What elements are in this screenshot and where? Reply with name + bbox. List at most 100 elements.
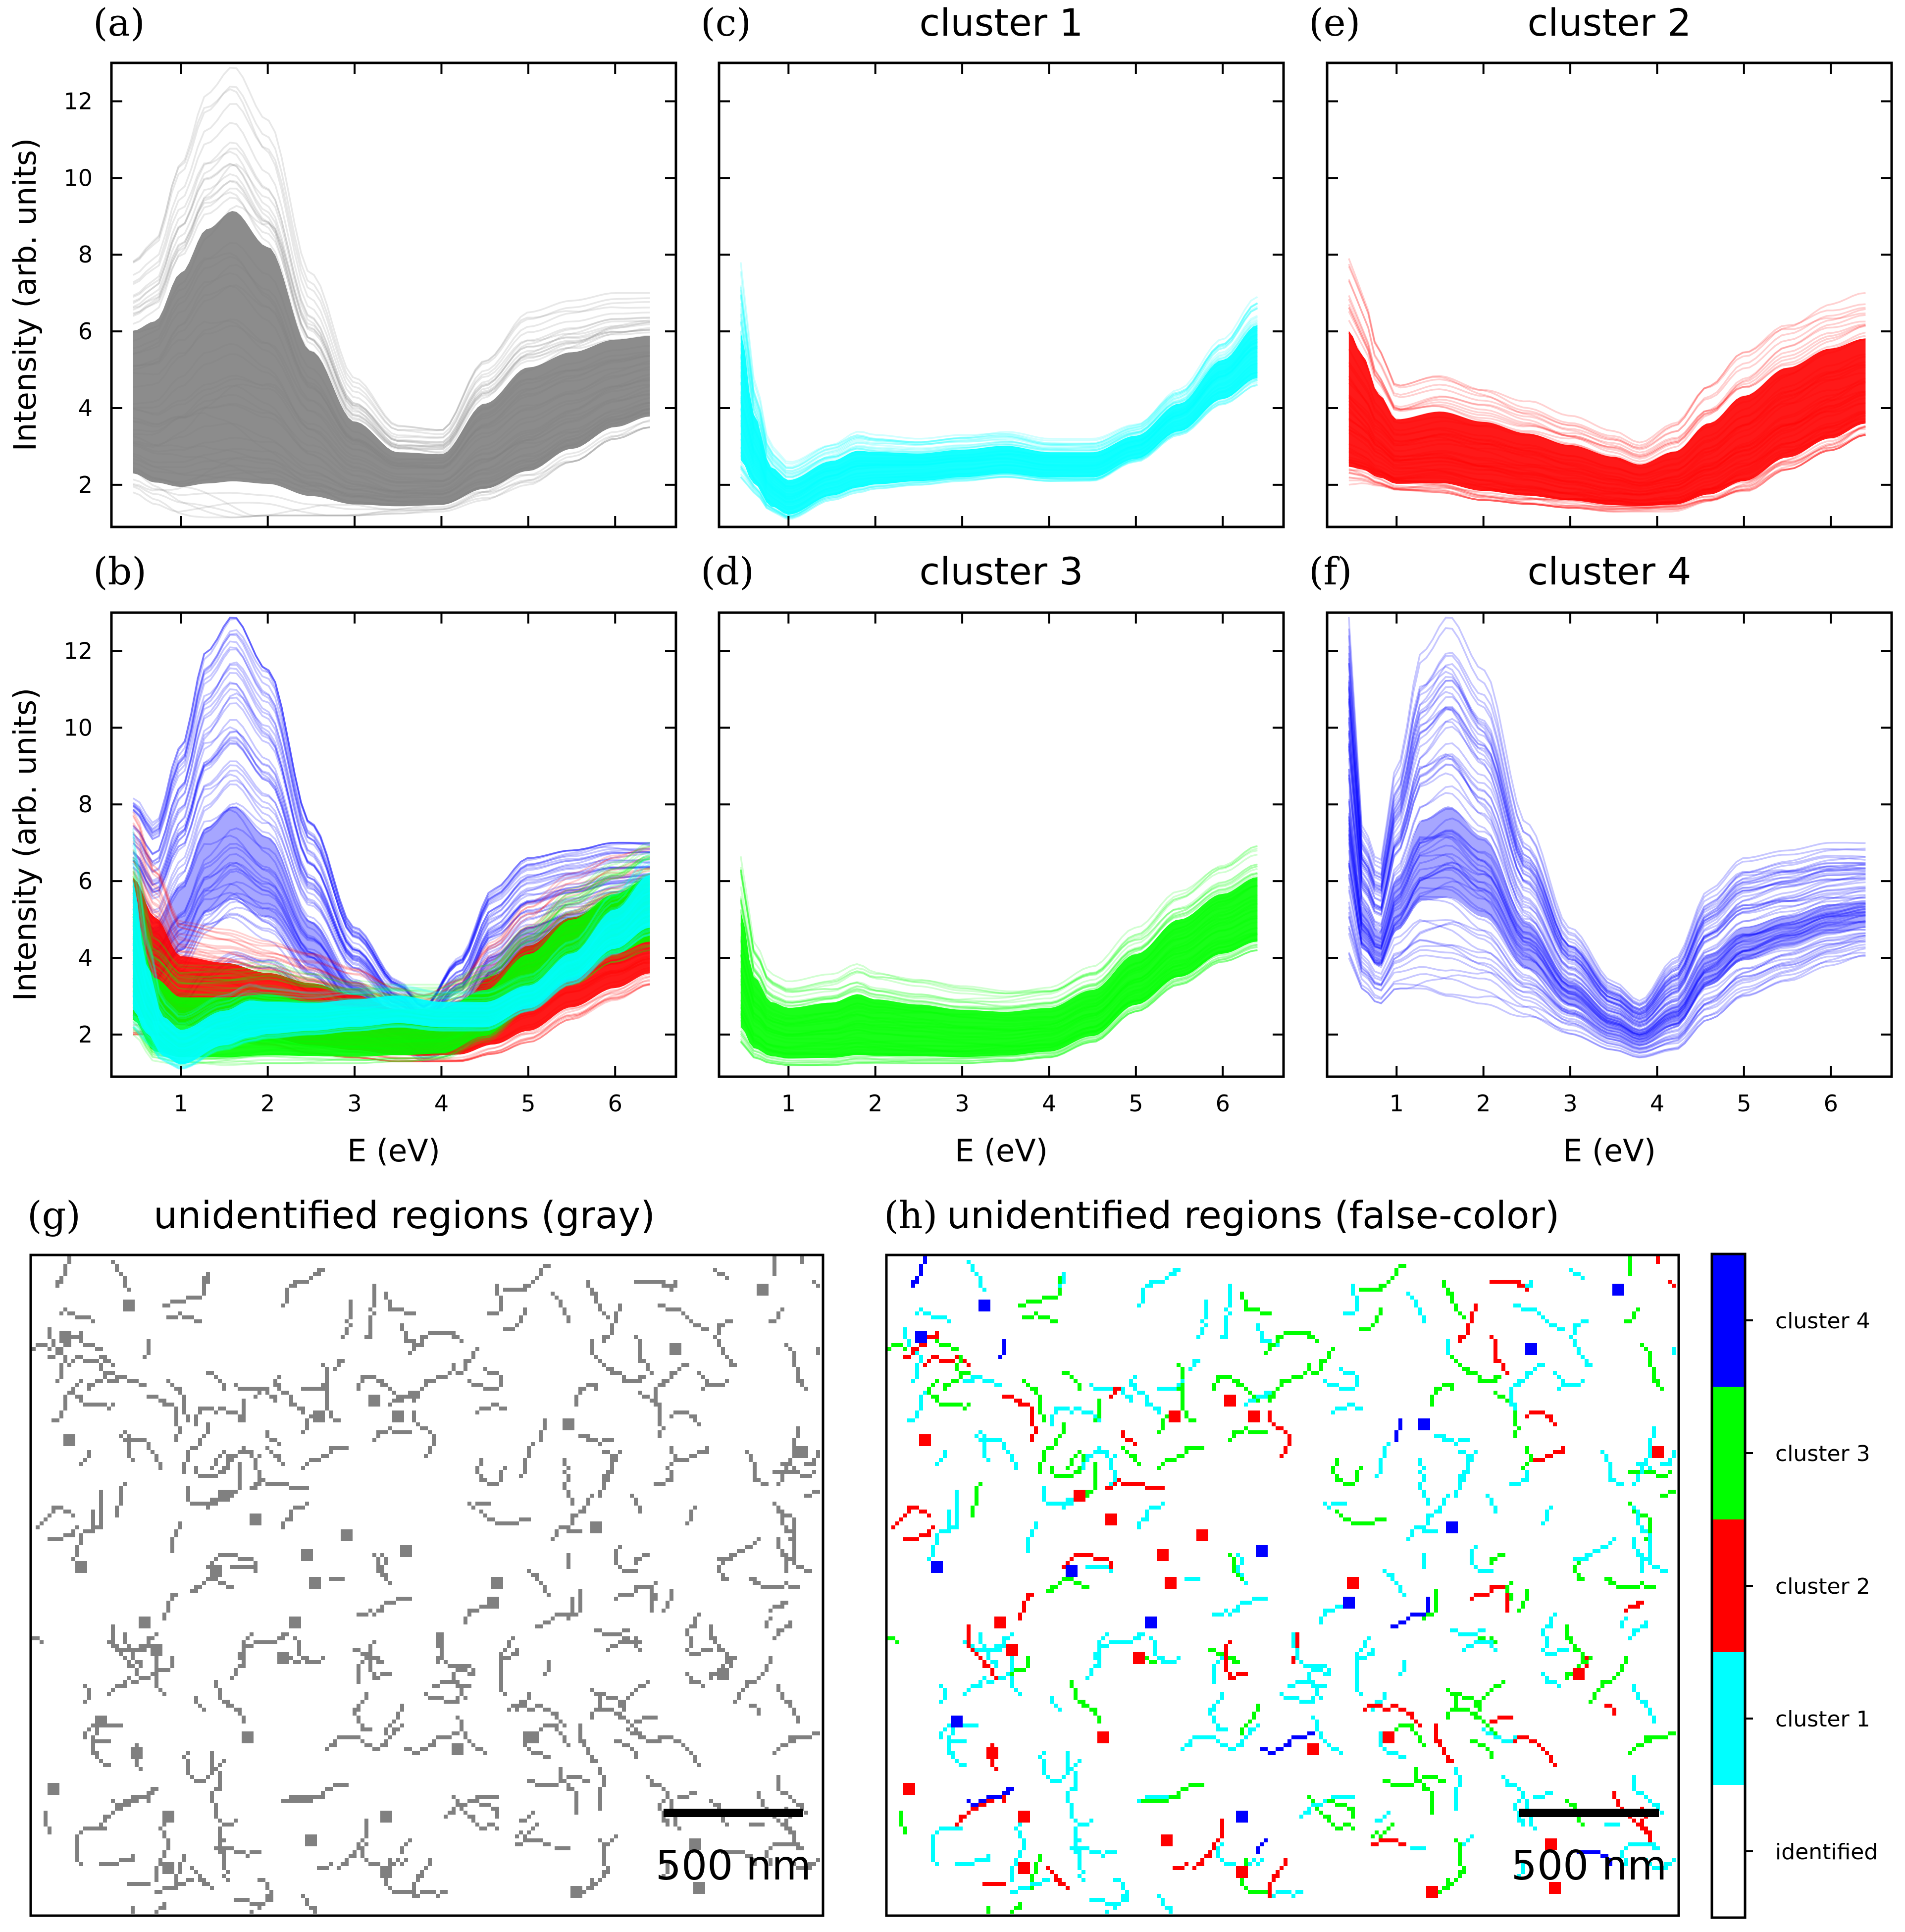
map-pixel xyxy=(1656,1379,1660,1383)
map-pixel xyxy=(218,1838,222,1842)
map-pixel xyxy=(297,1648,301,1652)
map-pixel xyxy=(1541,1648,1545,1652)
map-pixel xyxy=(1026,1593,1030,1597)
spectrum-line xyxy=(740,329,1258,485)
map-pixel xyxy=(598,1767,602,1771)
map-pixel xyxy=(119,1434,123,1438)
map-pixel xyxy=(463,1617,467,1620)
map-pixel xyxy=(71,1359,75,1363)
map-pixel xyxy=(733,1700,737,1704)
map-pixel xyxy=(63,1403,67,1407)
map-pixel xyxy=(95,1347,99,1351)
spectrum-line xyxy=(740,345,1258,497)
map-pixel xyxy=(1446,1759,1450,1763)
map-pixel xyxy=(32,1636,36,1640)
map-pixel xyxy=(1105,1486,1109,1490)
series-core-band xyxy=(133,211,650,507)
map-pixel xyxy=(935,1331,939,1335)
map-pixel xyxy=(325,1403,329,1407)
map-pixel xyxy=(139,1676,143,1680)
map-pixel xyxy=(487,1517,491,1521)
map-pixel xyxy=(1256,1323,1260,1327)
map-pixel xyxy=(250,1644,254,1648)
map-pixel xyxy=(63,1510,67,1514)
map-pixel xyxy=(543,1672,547,1676)
map-pixel xyxy=(408,1890,412,1894)
map-pixel xyxy=(222,1854,226,1858)
map-pixel xyxy=(1577,1577,1581,1581)
map-pixel xyxy=(1668,1490,1672,1494)
map-pixel xyxy=(475,1609,479,1613)
spectrum-line xyxy=(132,886,651,1033)
y-tick-label: 10 xyxy=(63,164,93,191)
map-pixel xyxy=(1422,1775,1426,1779)
map-pixel xyxy=(1113,1640,1117,1644)
map-pixel xyxy=(792,1351,796,1355)
map-pixel xyxy=(1438,1743,1442,1747)
map-pixel xyxy=(242,1720,246,1723)
map-pixel xyxy=(1454,1494,1458,1498)
map-pixel xyxy=(1355,1684,1359,1688)
map-pixel xyxy=(586,1498,590,1502)
map-pixel xyxy=(543,1755,547,1759)
map-pixel xyxy=(543,1842,547,1846)
map-pixel xyxy=(1038,1470,1042,1474)
map-pixel xyxy=(170,1300,174,1304)
map-pixel xyxy=(456,1716,460,1720)
map-pixel xyxy=(626,1569,630,1573)
map-pixel xyxy=(669,1478,673,1482)
map-pixel xyxy=(242,1418,246,1422)
map-pixel xyxy=(1121,1434,1125,1438)
map-pixel xyxy=(416,1395,420,1399)
map-blob xyxy=(689,1838,701,1850)
map-pixel xyxy=(1074,1787,1078,1791)
map-pixel xyxy=(1478,1569,1482,1573)
map-pixel xyxy=(1648,1735,1652,1739)
map-pixel xyxy=(539,1783,543,1787)
map-pixel xyxy=(1070,1811,1074,1815)
map-pixel xyxy=(792,1585,796,1589)
map-pixel xyxy=(753,1466,757,1470)
map-pixel xyxy=(1446,1351,1450,1355)
map-pixel xyxy=(1363,1708,1367,1712)
map-pixel xyxy=(586,1747,590,1751)
map-pixel xyxy=(1232,1561,1236,1565)
map-pixel xyxy=(1181,1371,1184,1375)
map-pixel xyxy=(289,1510,293,1514)
map-pixel xyxy=(1398,1422,1402,1426)
map-pixel xyxy=(99,1862,103,1866)
map-pixel xyxy=(1066,1498,1070,1502)
map-pixel xyxy=(174,1300,178,1304)
spectrum-line xyxy=(133,393,650,492)
map-pixel xyxy=(669,1735,673,1739)
map-pixel xyxy=(776,1779,780,1783)
map-pixel xyxy=(1319,1696,1323,1700)
map-pixel xyxy=(198,1407,202,1410)
map-pixel xyxy=(384,1882,388,1886)
map-pixel xyxy=(590,1347,594,1351)
map-pixel xyxy=(341,1735,345,1739)
spectrum-line xyxy=(132,892,651,1044)
map-pixel xyxy=(222,1858,226,1862)
map-pixel xyxy=(1620,1854,1624,1858)
map-pixel xyxy=(666,1379,669,1383)
map-pixel xyxy=(432,1696,436,1700)
map-pixel xyxy=(1493,1720,1497,1723)
map-pixel xyxy=(753,1577,757,1581)
spectrum-line xyxy=(132,640,650,1009)
map-blob xyxy=(131,1747,143,1759)
map-pixel xyxy=(214,1815,218,1819)
map-pixel xyxy=(899,1343,903,1347)
map-pixel xyxy=(131,1652,135,1656)
spectrum-line xyxy=(1348,299,1866,456)
map-pixel xyxy=(1513,1807,1517,1811)
map-pixel xyxy=(305,1418,309,1422)
map-pixel xyxy=(658,1803,662,1807)
map-pixel xyxy=(903,1347,907,1351)
map-pixel xyxy=(182,1755,186,1759)
map-pixel xyxy=(531,1573,535,1577)
map-pixel xyxy=(186,1878,190,1882)
map-pixel xyxy=(792,1799,796,1803)
map-pixel xyxy=(1454,1696,1458,1700)
map-pixel xyxy=(1050,1414,1054,1418)
